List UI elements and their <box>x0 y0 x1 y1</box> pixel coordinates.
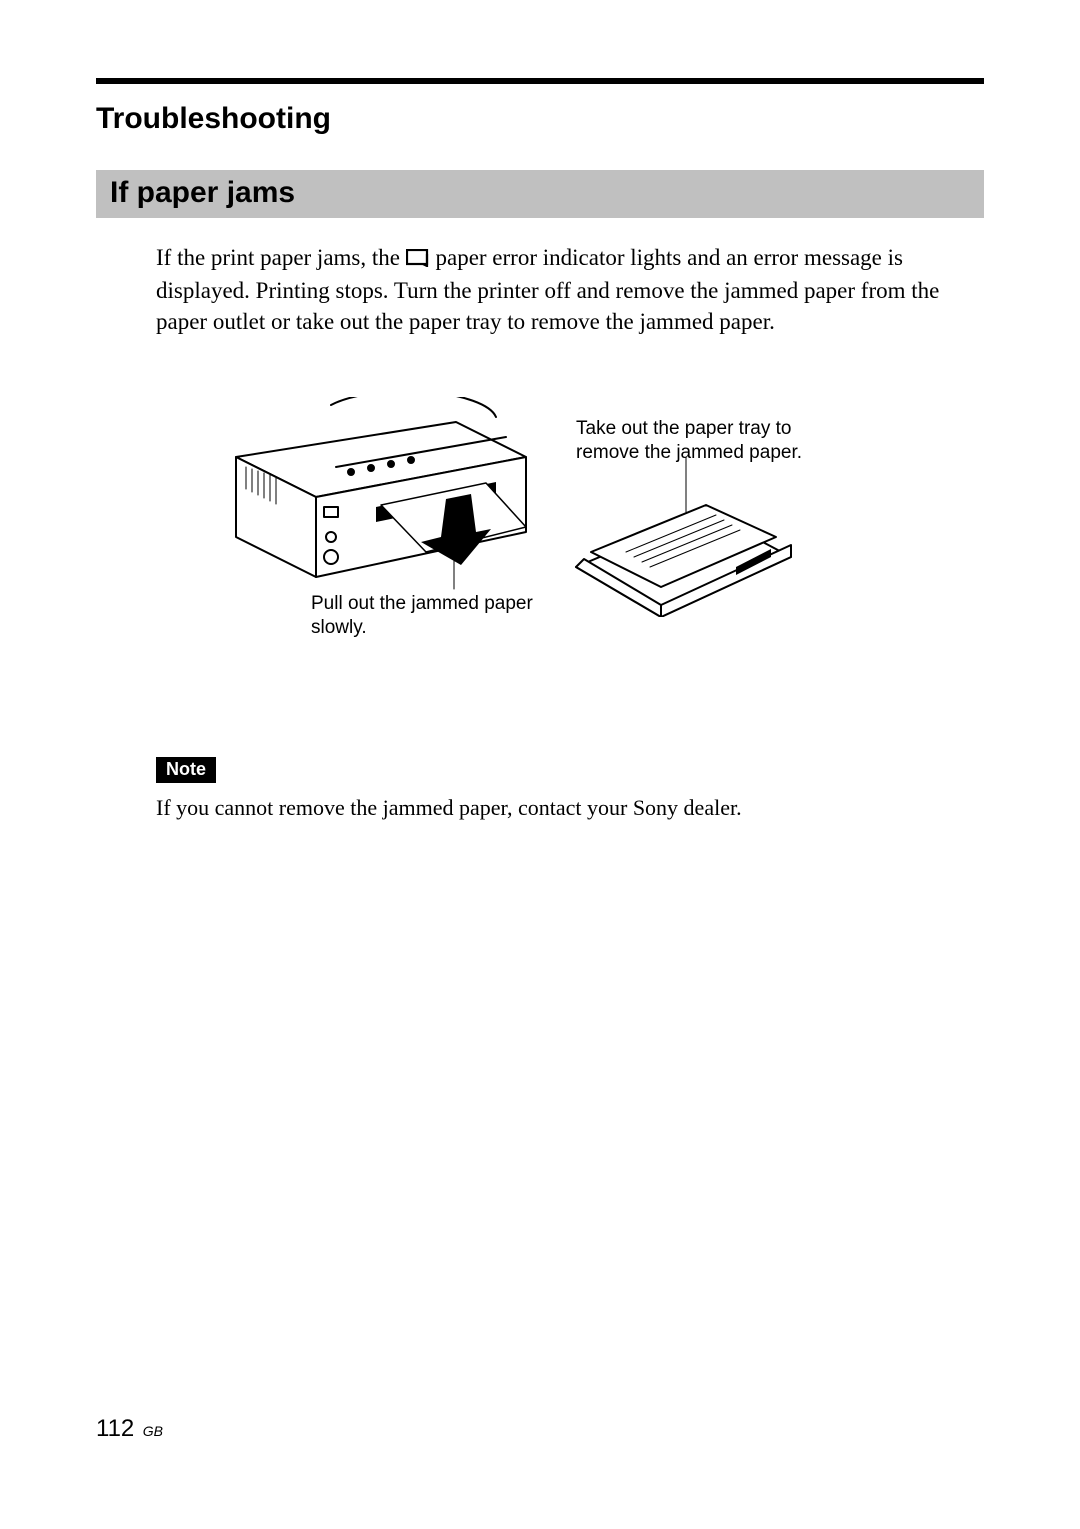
section-bar: If paper jams <box>96 170 984 218</box>
page-region: GB <box>143 1423 163 1439</box>
section-title: If paper jams <box>110 176 295 209</box>
manual-page: Troubleshooting If paper jams If the pri… <box>0 0 1080 1529</box>
figure-area: Pull out the jammed paper slowly. Take o… <box>96 397 984 697</box>
note-text: If you cannot remove the jammed paper, c… <box>156 793 984 823</box>
note-badge: Note <box>156 757 216 783</box>
page-footer: 112 GB <box>96 1415 163 1443</box>
body-text-before-icon: If the print paper jams, the <box>156 245 406 270</box>
caption-take-tray: Take out the paper tray to remove the ja… <box>576 417 826 465</box>
paper-error-icon <box>406 244 430 275</box>
note-block: Note If you cannot remove the jammed pap… <box>156 757 984 823</box>
caption-pull-paper: Pull out the jammed paper slowly. <box>311 592 561 640</box>
page-number: 112 <box>96 1415 134 1442</box>
body-paragraph: If the print paper jams, the paper error… <box>156 242 984 337</box>
printer-illustration <box>196 397 536 602</box>
chapter-title: Troubleshooting <box>96 102 984 136</box>
top-rule <box>96 78 984 84</box>
paper-tray-illustration <box>566 457 796 622</box>
